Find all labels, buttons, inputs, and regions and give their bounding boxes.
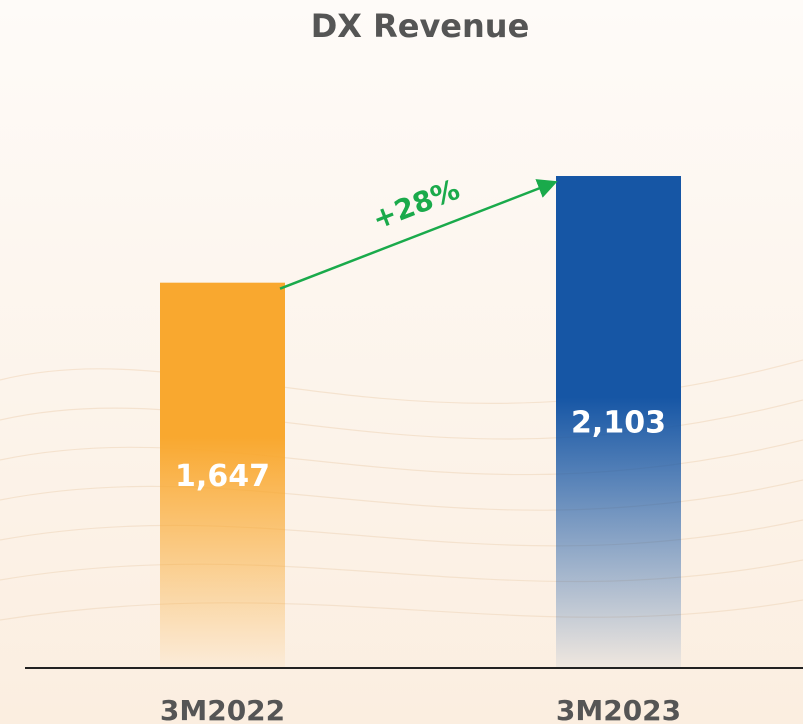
bar <box>160 282 285 668</box>
growth-arrow <box>279 179 558 290</box>
value-label: 1,647 <box>175 459 270 494</box>
background-waves <box>0 359 803 621</box>
x-tick-label: 3M2023 <box>556 694 681 724</box>
value-label: 2,103 <box>571 406 666 441</box>
x-tick-label: 3M2022 <box>160 694 285 724</box>
bar <box>556 176 681 668</box>
chart-title: DX Revenue <box>311 7 530 45</box>
